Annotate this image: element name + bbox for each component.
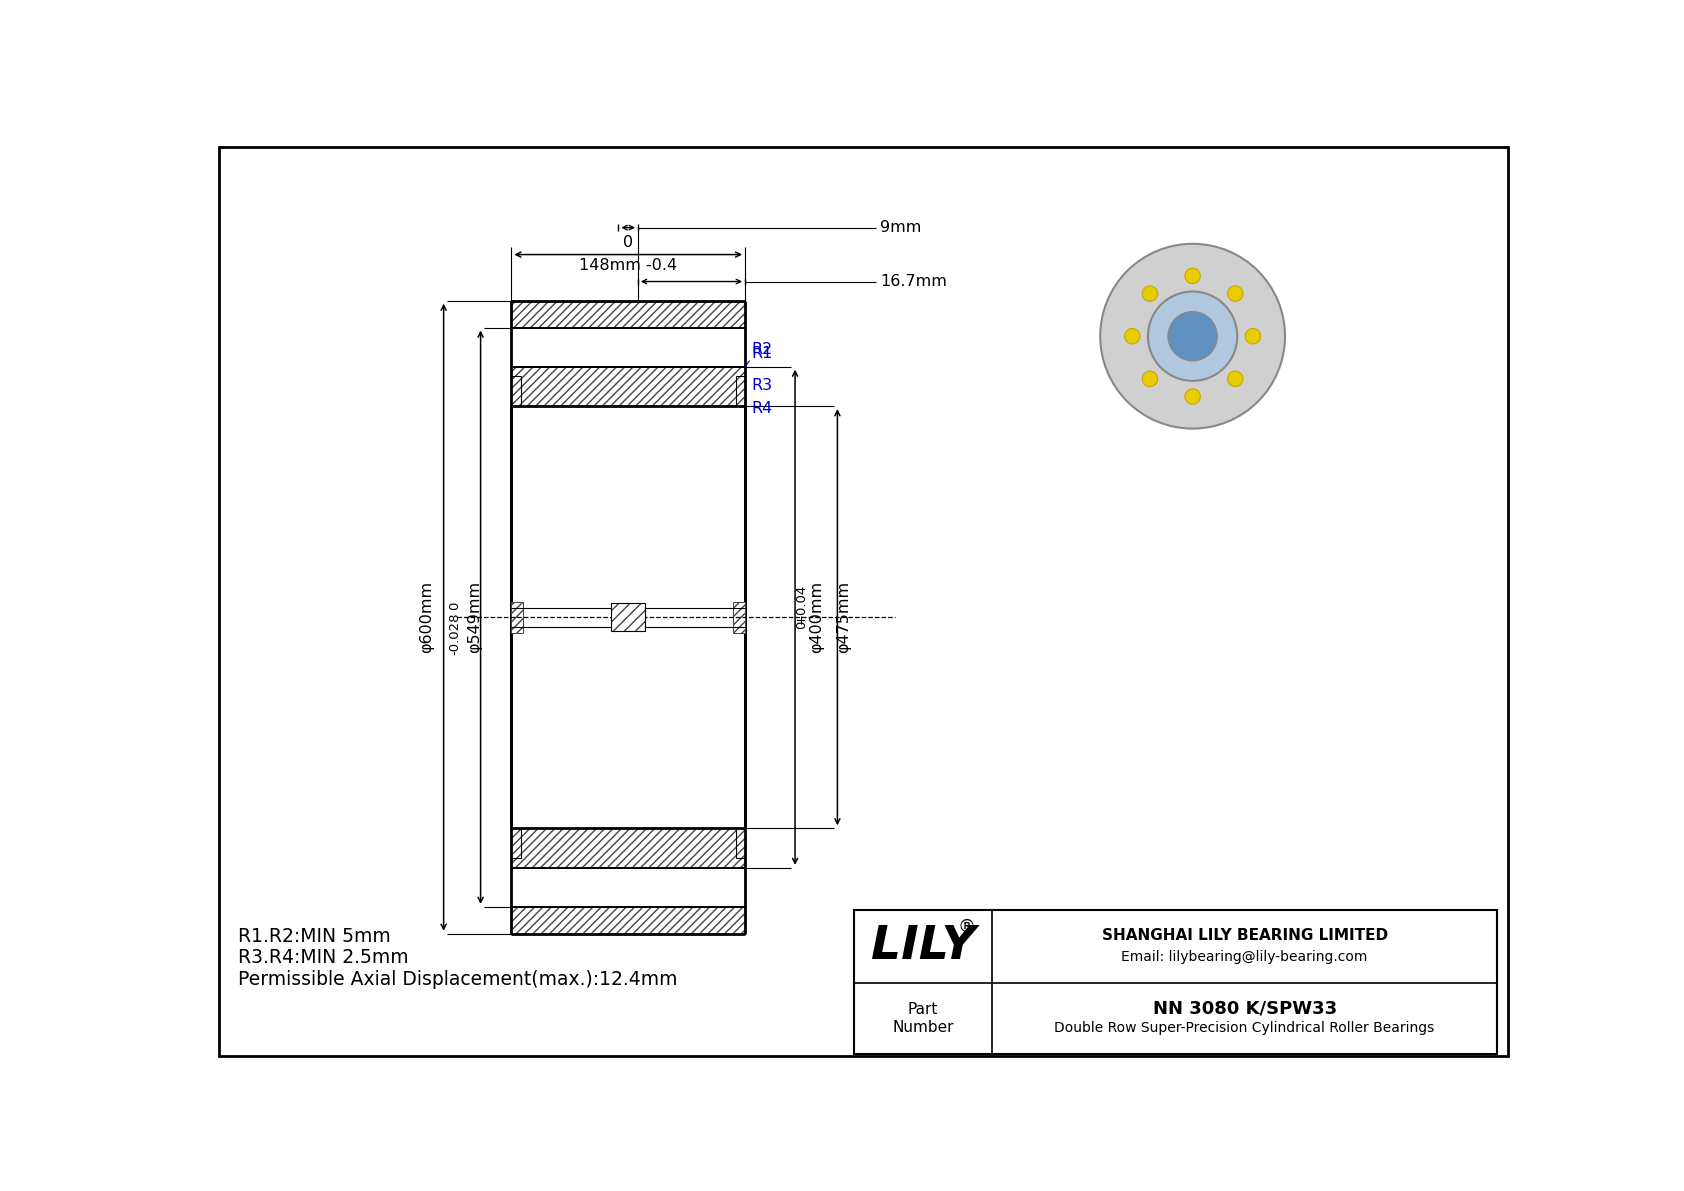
Text: R2: R2	[751, 342, 773, 356]
Text: R1.R2:MIN 5mm: R1.R2:MIN 5mm	[237, 927, 391, 946]
Bar	[512, 828, 744, 868]
Text: 9mm: 9mm	[879, 220, 921, 235]
Bar	[512, 301, 744, 328]
Circle shape	[1186, 388, 1201, 404]
Bar	[512, 601, 524, 632]
Text: Permissible Axial Displacement(max.):12.4mm: Permissible Axial Displacement(max.):12.…	[237, 969, 677, 989]
Bar	[734, 601, 744, 632]
Circle shape	[1125, 329, 1140, 344]
Circle shape	[1228, 372, 1243, 387]
Circle shape	[1228, 286, 1243, 301]
Circle shape	[1142, 286, 1157, 301]
Text: NN 3080 K/SPW33: NN 3080 K/SPW33	[1152, 999, 1337, 1017]
Circle shape	[1142, 372, 1157, 387]
Bar	[854, 910, 1497, 1054]
Bar	[512, 367, 744, 406]
Text: 0: 0	[448, 601, 461, 610]
Text: -0.028: -0.028	[448, 613, 461, 655]
Text: LILY: LILY	[871, 924, 975, 969]
Text: Email: lilybearing@lily-bearing.com: Email: lilybearing@lily-bearing.com	[1122, 950, 1367, 965]
Text: R3: R3	[751, 379, 773, 393]
Text: 148mm -0.4: 148mm -0.4	[579, 258, 677, 274]
Bar	[611, 604, 645, 631]
Circle shape	[1169, 312, 1218, 361]
Text: 0: 0	[795, 621, 808, 629]
Text: +0.04: +0.04	[795, 584, 808, 624]
Bar	[512, 406, 744, 828]
Circle shape	[1186, 268, 1201, 283]
Text: φ400mm: φ400mm	[808, 581, 823, 654]
Bar	[512, 868, 744, 906]
Text: 16.7mm: 16.7mm	[879, 274, 946, 289]
Circle shape	[1244, 329, 1261, 344]
Bar	[512, 906, 744, 934]
Text: R4: R4	[751, 401, 773, 417]
Text: Double Row Super-Precision Cylindrical Roller Bearings: Double Row Super-Precision Cylindrical R…	[1054, 1022, 1435, 1035]
Circle shape	[1100, 244, 1285, 429]
Text: φ549mm: φ549mm	[466, 581, 482, 654]
Text: φ475mm: φ475mm	[835, 581, 850, 654]
Text: Part
Number: Part Number	[893, 1002, 953, 1035]
Bar	[512, 328, 744, 367]
Text: SHANGHAI LILY BEARING LIMITED: SHANGHAI LILY BEARING LIMITED	[1101, 928, 1388, 943]
Text: R3.R4:MIN 2.5mm: R3.R4:MIN 2.5mm	[237, 948, 409, 967]
Text: R1: R1	[751, 345, 773, 361]
Text: φ600mm: φ600mm	[419, 581, 434, 654]
Circle shape	[1148, 292, 1238, 381]
Text: ®: ®	[958, 918, 977, 936]
Text: 0: 0	[623, 235, 633, 250]
